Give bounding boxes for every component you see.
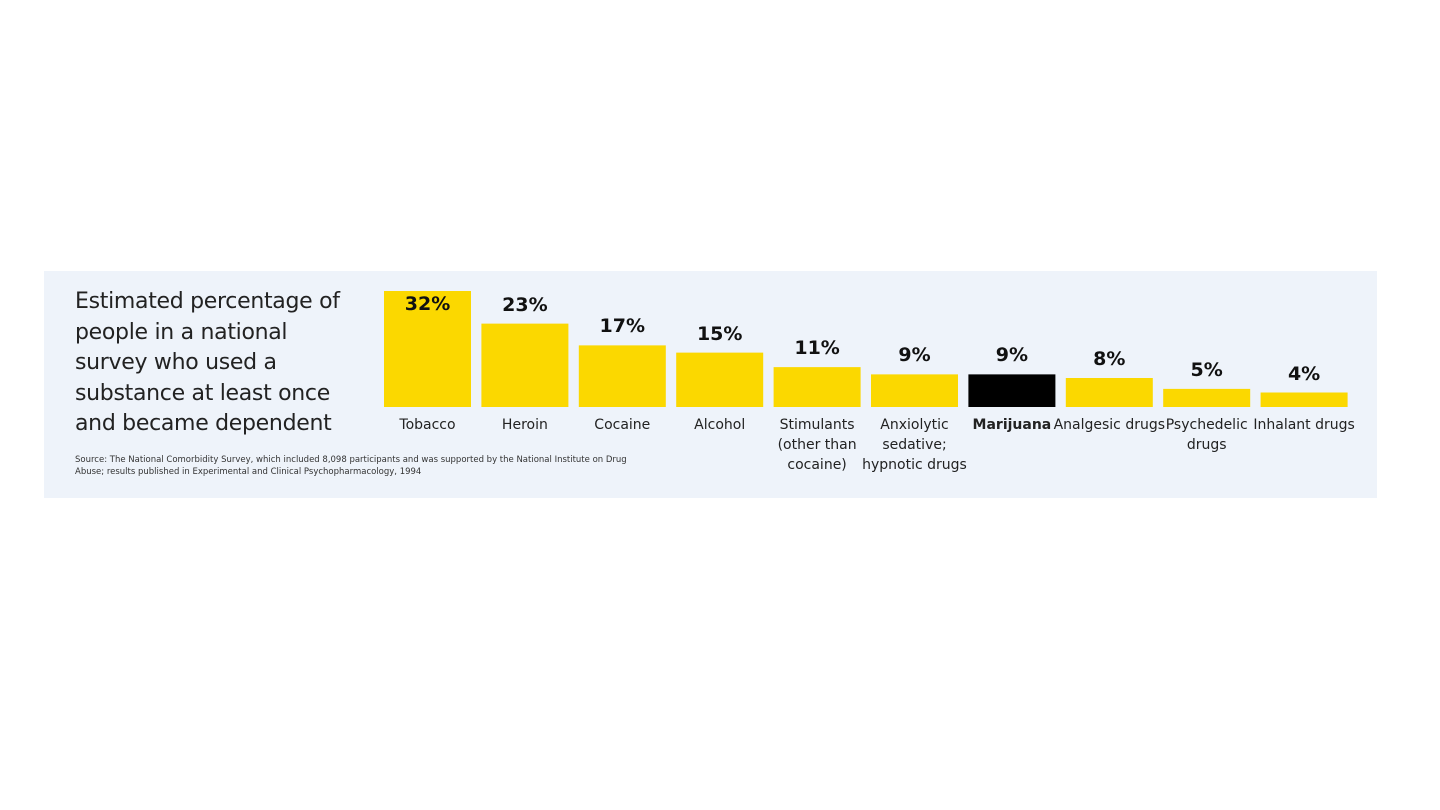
value-label: 32% <box>404 293 451 315</box>
x-tick-label: Analgesic drugs <box>1053 417 1166 433</box>
bar <box>871 374 958 407</box>
bar <box>384 291 471 407</box>
value-label: 8% <box>1093 348 1126 370</box>
x-tick-label: Inhalant drugs <box>1253 417 1355 433</box>
x-tick-label: Stimulants (other than cocaine) <box>777 417 857 473</box>
value-label: 5% <box>1190 358 1223 381</box>
bar <box>968 374 1056 407</box>
x-tick-label: Cocaine <box>594 417 651 433</box>
value-label: 23% <box>502 293 548 316</box>
bar <box>1065 378 1153 407</box>
x-tick-label: Tobacco <box>399 417 456 433</box>
value-label: 4% <box>1287 362 1321 385</box>
plot <box>384 291 1348 407</box>
x-tick-label: Marijuana <box>972 417 1052 433</box>
bar <box>773 367 861 407</box>
chart-panel: Estimated percentage of people in a nati… <box>44 271 1377 498</box>
source-note: Source: The National Comorbidity Survey,… <box>75 455 627 477</box>
bar <box>481 323 569 407</box>
value-label: 17% <box>599 315 646 338</box>
bar <box>1163 388 1251 407</box>
value-label: 11% <box>794 337 840 360</box>
value-label: 9% <box>898 344 931 367</box>
chart-title: Estimated percentage of people in a nati… <box>75 289 340 436</box>
value-label: 15% <box>696 322 743 345</box>
bar <box>676 352 764 407</box>
x-tick-label: Heroin <box>501 417 548 433</box>
bar <box>578 345 666 407</box>
x-tick-label: Alcohol <box>694 417 746 433</box>
x-tick-label: Psychedelic drugs <box>1165 417 1248 453</box>
value-label: 9% <box>995 344 1029 367</box>
bar <box>1260 392 1348 407</box>
x-tick-label: Anxiolytic sedative; hypnotic drugs <box>862 417 967 473</box>
